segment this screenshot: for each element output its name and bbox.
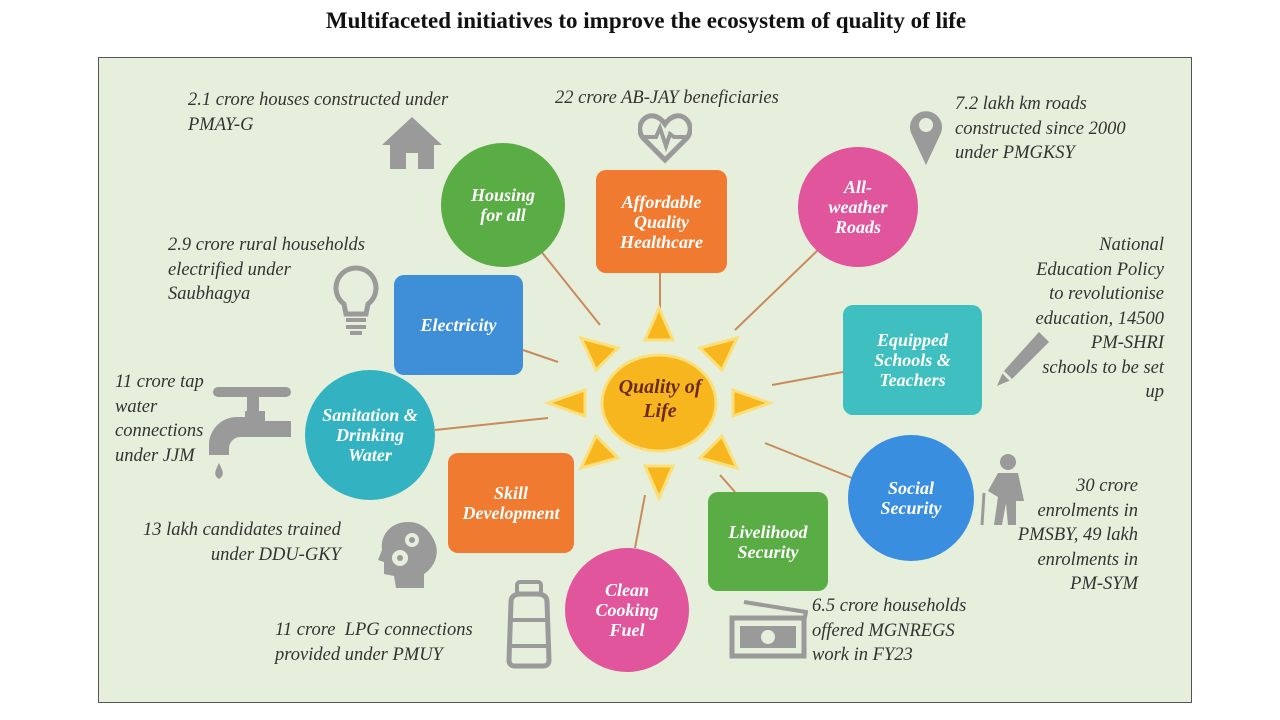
note-housing: 2.1 crore houses constructed under PMAY-… xyxy=(188,90,449,135)
note-schools: National Education Policy to revolutioni… xyxy=(1035,235,1164,402)
light-bulb-icon xyxy=(333,265,379,335)
house-icon xyxy=(382,117,442,169)
sun-ray xyxy=(578,433,621,471)
connector-schools xyxy=(771,371,844,386)
sun-ray xyxy=(578,335,621,373)
sun-ray xyxy=(731,387,775,419)
note-sanitation: 11 crore tap water connections under JJM xyxy=(115,372,204,466)
connector-housing xyxy=(539,249,601,326)
sun xyxy=(543,304,775,502)
money-icon xyxy=(729,600,808,659)
connector-sanitation xyxy=(434,417,549,431)
note-social-security: 30 crore enrolments in PMSBY, 49 lakh en… xyxy=(1017,476,1138,594)
head-gears-icon xyxy=(378,522,437,588)
note-livelihood: 6.5 crore households offered MGNREGS wor… xyxy=(812,596,967,665)
center-label: Quality of Life xyxy=(618,376,702,422)
note-skill: 13 lakh candidates trained under DDU-GKY xyxy=(143,520,341,565)
node-healthcare: Affordable Quality Healthcare xyxy=(596,170,727,273)
page-title: Multifaceted initiatives to improve the … xyxy=(325,8,967,33)
connector-livelihood xyxy=(719,474,736,493)
node-skill: Skill Development xyxy=(448,453,574,553)
note-healthcare: 22 crore AB-JAY beneficiaries xyxy=(555,88,779,108)
sun-ray xyxy=(642,304,676,342)
connector-electricity xyxy=(522,349,559,363)
elderly-person-icon xyxy=(980,454,1024,526)
gas-cylinder-icon xyxy=(506,580,552,669)
water-tap-icon xyxy=(209,387,291,479)
location-pin-icon xyxy=(910,111,942,165)
sun-core xyxy=(600,353,718,453)
sun-ray xyxy=(697,335,740,373)
node-roads: All-weather Roads xyxy=(798,147,918,267)
node-social-security: Social Security xyxy=(848,435,974,561)
node-cooking: Clean Cooking Fuel xyxy=(565,548,689,672)
sun-ray xyxy=(642,464,676,502)
node-livelihood: Livelihood Security xyxy=(708,492,828,591)
connector-social xyxy=(764,442,853,479)
sun-ray xyxy=(697,433,740,471)
sun-ray xyxy=(543,387,587,419)
note-roads: 7.2 lakh km roads constructed since 2000… xyxy=(955,94,1126,163)
note-cooking: 11 crore LPG connections provided under … xyxy=(275,620,473,665)
connector-roads xyxy=(734,249,819,331)
heart-pulse-icon xyxy=(638,113,692,164)
node-sanitation: Sanitation & Drinking Water xyxy=(305,370,435,500)
node-schools: Equipped Schools & Teachers xyxy=(843,305,982,415)
connector-cooking xyxy=(634,494,646,549)
node-electricity: Electricity xyxy=(394,275,523,375)
node-housing: Housing for all xyxy=(441,143,565,267)
pencil-icon xyxy=(997,332,1049,386)
note-electricity: 2.9 crore rural households electrified u… xyxy=(168,235,365,304)
